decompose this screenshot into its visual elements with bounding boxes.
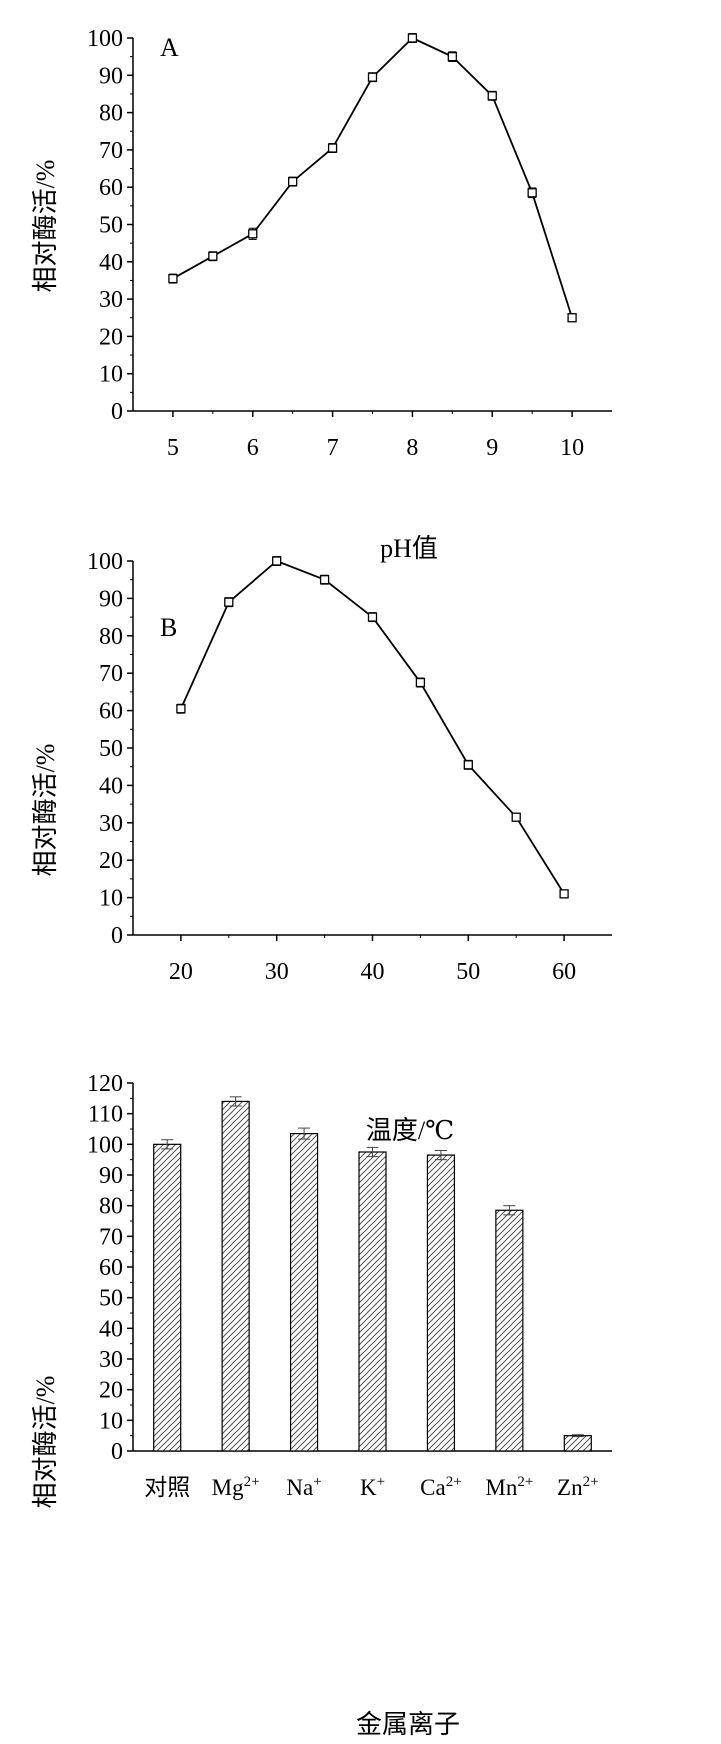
y-tick-label: 50 — [99, 213, 123, 239]
bar — [426, 1154, 456, 1452]
y-tick-label: 20 — [99, 324, 123, 350]
data-point — [407, 33, 418, 43]
y-tick-label: 10 — [99, 886, 123, 912]
chart-panel-a: A 0 10 20 30 40 50 60 70 80 90 100 5 6 7 8 9 10 pH值 相对酶活… — [31, 26, 612, 563]
plot-area: 0 10 20 30 40 50 60 70 80 90 100 5 6 7 8 9 10 — [87, 26, 612, 461]
y-tick-label: 110 — [88, 1102, 123, 1128]
data-point — [248, 229, 258, 239]
x-tick-label: 40 — [361, 959, 385, 985]
y-tick-label: 50 — [99, 736, 123, 762]
y-tick-label: 40 — [99, 250, 123, 276]
data-point — [272, 556, 282, 566]
y-tick-label: 10 — [99, 362, 123, 388]
y-tick-label: 0 — [111, 923, 123, 949]
x-tick-label: 5 — [167, 435, 179, 461]
y-tick-label: 60 — [99, 175, 123, 201]
x-tick-label: Mg2+ — [212, 1474, 260, 1500]
x-tick-label: 对照 — [144, 1475, 190, 1500]
y-tick-label: 60 — [99, 699, 123, 725]
y-tick-label: 70 — [99, 138, 123, 164]
y-tick-label: 60 — [99, 1255, 123, 1281]
bar — [153, 1143, 182, 1452]
data-point — [463, 760, 473, 770]
data-point — [487, 91, 497, 101]
x-axis-title: 金属离子 — [356, 1710, 460, 1739]
y-tick-label: 80 — [99, 101, 123, 127]
y-tick-label: 10 — [99, 1408, 123, 1434]
y-tick-label: 30 — [99, 811, 123, 837]
y-tick-label: 30 — [99, 287, 123, 313]
x-tick-label: 60 — [552, 959, 576, 985]
x-tick-label: 50 — [456, 959, 480, 985]
y-tick-label: 90 — [99, 586, 123, 612]
y-tick-label: 120 — [87, 1071, 123, 1097]
plot-area: 0 10 20 30 40 50 60 70 80 90 100 20 30 40 50 60 — [87, 549, 612, 985]
chart-panel-c: C 0102030405060708090100110120对照Mg2+Na+K… — [31, 1071, 612, 1739]
x-tick-label: Na+ — [286, 1474, 321, 1500]
y-tick-label: 90 — [99, 1163, 123, 1189]
x-tick-label: K+ — [360, 1474, 385, 1500]
series-line — [180, 559, 565, 895]
data-point — [415, 677, 426, 688]
x-tick-label: 10 — [560, 435, 584, 461]
data-point — [319, 575, 330, 585]
data-point — [224, 597, 234, 607]
y-axis-title: 相对酶活/% — [31, 160, 60, 293]
plot-area: 0 10 20 30 40 50 60 70 80 90 100 110 120 对照 Mg2+ Na+ K+ C… — [87, 1071, 612, 1500]
y-tick-label: 70 — [99, 661, 123, 687]
y-tick-label: 100 — [87, 549, 123, 575]
data-point — [559, 889, 569, 899]
data-point — [208, 251, 218, 261]
y-axis-title: 相对酶活/% — [31, 1376, 60, 1509]
data-point — [327, 143, 338, 153]
y-tick-label: 40 — [99, 773, 123, 799]
y-tick-label: 70 — [99, 1224, 123, 1250]
bar — [221, 1100, 250, 1452]
panel-label: B — [160, 613, 177, 642]
x-tick-label: 6 — [247, 435, 259, 461]
y-tick-label: 100 — [87, 1132, 123, 1158]
data-point — [447, 52, 457, 62]
bar — [563, 1435, 592, 1452]
y-tick-label: 100 — [87, 26, 123, 52]
y-tick-label: 40 — [99, 1316, 123, 1342]
data-point — [367, 612, 378, 622]
data-point — [567, 313, 577, 323]
y-tick-label: 0 — [111, 399, 123, 425]
x-tick-label: Mn2+ — [485, 1474, 533, 1500]
x-tick-label: 8 — [406, 435, 418, 461]
x-tick-label: Ca2+ — [420, 1474, 462, 1500]
x-tick-label: 7 — [327, 435, 339, 461]
x-tick-label: 9 — [486, 435, 498, 461]
x-tick-label: 30 — [265, 959, 289, 985]
y-tick-label: 50 — [99, 1286, 123, 1312]
y-tick-label: 80 — [99, 1194, 123, 1220]
x-tick-label: Zn2+ — [557, 1474, 599, 1500]
x-axis-title: 温度/℃ — [366, 1116, 454, 1145]
bar — [358, 1151, 387, 1452]
x-tick-label: 20 — [169, 959, 193, 985]
y-tick-label: 20 — [99, 848, 123, 874]
y-tick-label: 90 — [99, 63, 123, 89]
bar — [495, 1209, 524, 1452]
data-point — [527, 188, 537, 198]
y-tick-label: 30 — [99, 1347, 123, 1373]
data-point — [288, 176, 298, 187]
data-point — [367, 72, 378, 82]
y-tick-label: 80 — [99, 624, 123, 650]
data-point — [511, 812, 521, 822]
panel-label: A — [160, 33, 179, 62]
x-axis-title: pH值 — [380, 534, 438, 563]
y-axis-title: 相对酶活/% — [31, 744, 60, 877]
data-point — [168, 273, 178, 284]
y-tick-label: 20 — [99, 1378, 123, 1404]
bar — [289, 1132, 319, 1452]
y-tick-label: 0 — [111, 1439, 123, 1465]
data-point — [176, 704, 186, 714]
